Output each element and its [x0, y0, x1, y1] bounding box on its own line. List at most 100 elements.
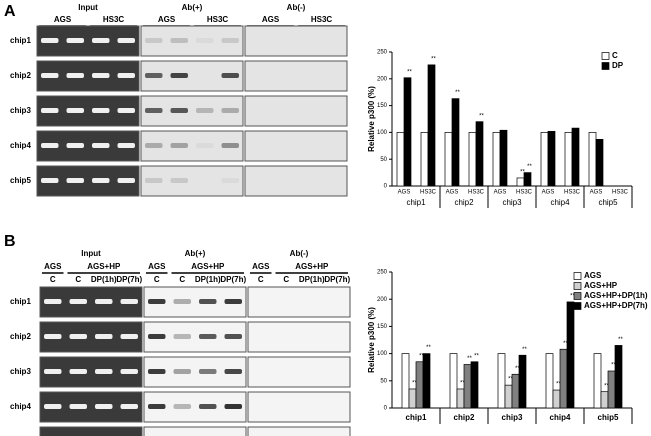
y-tick-label: 100	[377, 130, 388, 136]
bar	[427, 64, 436, 187]
gel-group-title: Input	[78, 3, 98, 12]
bar	[595, 139, 604, 187]
gel-band	[44, 369, 62, 374]
gel-band	[170, 108, 188, 113]
gel-band	[69, 334, 87, 339]
bar	[564, 132, 573, 187]
bar	[492, 132, 501, 187]
gel-band	[92, 108, 110, 113]
x-subcategory-label: AGS	[398, 190, 411, 196]
bar	[552, 389, 561, 409]
gel-image	[244, 60, 348, 92]
significance: **	[467, 356, 472, 362]
gel-band	[196, 108, 214, 113]
gel-lane-label: C	[50, 275, 56, 284]
legend-swatch	[573, 292, 582, 300]
gel-image	[247, 426, 351, 436]
gel-band	[117, 108, 135, 113]
gel-band	[173, 404, 191, 409]
significance: **	[563, 341, 568, 347]
gel-lane-label: DP(7h)	[116, 275, 142, 284]
gel-image	[143, 426, 247, 436]
gel-band	[92, 143, 110, 148]
y-tick-label: 200	[377, 297, 388, 303]
gel-group-title: Ab(-)	[287, 3, 306, 12]
x-tick-label: chip4	[550, 413, 571, 422]
gel-band	[120, 299, 138, 304]
gel-band	[95, 299, 113, 304]
gel-row-label: chip3	[10, 367, 31, 376]
gel-cell-label: AGS+HP	[191, 262, 225, 271]
gel-lane-label: C	[258, 275, 264, 284]
x-subcategory-label: AGS	[446, 190, 459, 196]
gel-band	[148, 404, 166, 409]
gel-image	[244, 165, 348, 197]
gel-row-label: chip1	[10, 297, 31, 306]
gel-band	[117, 73, 135, 78]
gel-band	[170, 143, 188, 148]
x-group-label: chip3	[502, 198, 522, 207]
gel-row-label: chip2	[10, 71, 31, 80]
legend-swatch	[601, 62, 610, 70]
gel-band	[173, 369, 191, 374]
gel-lane-label: DP(1h)	[299, 275, 325, 284]
significance: **	[522, 347, 527, 353]
gel-band	[44, 299, 62, 304]
bar	[540, 132, 549, 187]
gel-cell-label: HS3C	[311, 15, 333, 24]
gel-band	[66, 143, 84, 148]
legend-swatch	[573, 282, 582, 290]
gel-cell-label: AGS	[252, 262, 270, 271]
gel-band	[221, 38, 239, 43]
gel-row-label: chip3	[10, 106, 31, 115]
x-subcategory-label: HS3C	[564, 190, 581, 196]
gel-band	[148, 299, 166, 304]
significance: **	[570, 293, 575, 299]
gel-band	[66, 38, 84, 43]
significance: **	[508, 377, 513, 383]
significance: **	[474, 353, 479, 359]
bar	[497, 353, 506, 409]
y-tick-label: 0	[384, 406, 388, 412]
gel-row-label: chip4	[10, 402, 31, 411]
x-subcategory-label: HS3C	[612, 190, 629, 196]
bar	[545, 353, 554, 409]
gel-image	[140, 25, 244, 57]
legend-label: C	[612, 51, 618, 60]
gel-image	[247, 391, 351, 423]
gel-band	[199, 404, 217, 409]
legend-label: AGS	[584, 271, 602, 280]
gel-image	[247, 286, 351, 318]
gel-band	[145, 73, 163, 78]
bar	[403, 77, 412, 187]
legend-swatch	[573, 302, 582, 310]
gel-cell-label: HS3C	[103, 15, 125, 24]
x-subcategory-label: HS3C	[420, 190, 437, 196]
gel-band	[170, 178, 188, 183]
x-group-label: chip2	[454, 198, 474, 207]
y-tick-label: 150	[377, 103, 388, 109]
x-tick-label: chip2	[454, 413, 475, 422]
bar	[571, 127, 580, 187]
gel-band	[92, 38, 110, 43]
bar	[408, 388, 417, 409]
gel-band	[95, 334, 113, 339]
bar	[470, 361, 479, 409]
gel-band	[170, 38, 188, 43]
gel-row-label: chip1	[10, 36, 31, 45]
bar	[449, 353, 458, 409]
significance: **	[407, 69, 412, 75]
significance: **	[611, 363, 616, 369]
gel-cell-label: HS3C	[207, 15, 229, 24]
gel-lane-label: C	[154, 275, 160, 284]
x-group-label: chip4	[550, 198, 570, 207]
gel-lane-label: C	[179, 275, 185, 284]
gel-cell-label: AGS+HP	[295, 262, 329, 271]
gel-band	[224, 369, 242, 374]
gel-row-label: chip2	[10, 332, 31, 341]
gel-band	[221, 178, 239, 183]
gel-band	[224, 404, 242, 409]
significance: **	[556, 382, 561, 388]
gel-band	[221, 108, 239, 113]
bar	[600, 391, 609, 409]
